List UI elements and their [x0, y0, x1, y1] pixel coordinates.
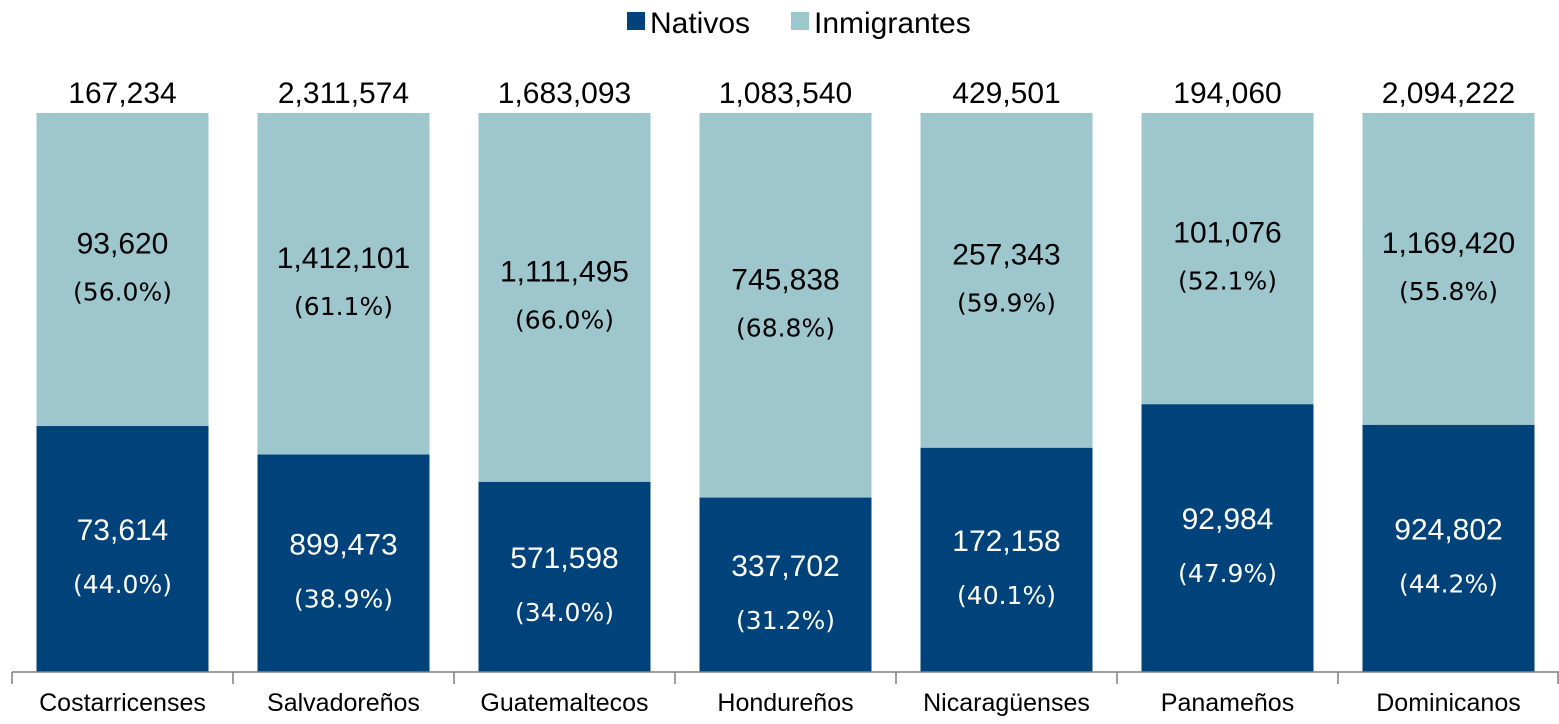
- inmigrantes-percent-label: (68.8%): [736, 313, 835, 342]
- bar-segment-inmigrantes-0: [36, 113, 209, 427]
- total-label: 2,094,222: [1382, 77, 1515, 110]
- inmigrantes-value-label: 1,111,495: [500, 255, 629, 288]
- legend-swatch-nativos: [627, 12, 645, 30]
- nativos-value-label: 571,598: [510, 542, 618, 575]
- legend: Nativos Inmigrantes: [627, 7, 971, 40]
- nativos-value-label: 924,802: [1394, 513, 1502, 546]
- inmigrantes-percent-label: (52.1%): [1178, 267, 1277, 296]
- bar-segment-inmigrantes-4: [920, 113, 1093, 448]
- x-tick-label: Costarricenses: [39, 689, 206, 717]
- inmigrantes-percent-label: (56.0%): [73, 278, 172, 307]
- inmigrantes-value-label: 745,838: [731, 263, 839, 296]
- total-label: 1,083,540: [719, 77, 852, 110]
- data-labels-group: 167,234 93,620 (56.0%) 73,614 (44.0%) 2,311,5…: [68, 77, 1515, 635]
- bar-segment-inmigrantes-6: [1362, 113, 1535, 425]
- nativos-value-label: 73,614: [77, 514, 169, 547]
- inmigrantes-percent-label: (55.8%): [1399, 277, 1498, 306]
- nativos-percent-label: (31.2%): [736, 606, 835, 635]
- total-label: 2,311,574: [278, 77, 409, 110]
- nativos-percent-label: (44.0%): [73, 570, 172, 599]
- total-label: 429,501: [952, 77, 1060, 110]
- bar-segment-nativos-5: [1141, 404, 1314, 672]
- nativos-value-label: 337,702: [731, 550, 839, 583]
- legend-label-inmigrantes: Inmigrantes: [814, 7, 971, 40]
- nativos-value-label: 899,473: [289, 528, 397, 561]
- nativos-percent-label: (40.1%): [957, 581, 1056, 610]
- bar-segment-nativos-4: [920, 447, 1093, 672]
- legend-label-nativos: Nativos: [650, 7, 750, 40]
- nativos-percent-label: (38.9%): [294, 584, 393, 613]
- nativos-value-label: 92,984: [1182, 503, 1274, 536]
- x-tick-label: Panameños: [1161, 689, 1294, 717]
- legend-swatch-inmigrantes: [791, 12, 809, 30]
- bar-segment-nativos-3: [699, 497, 872, 672]
- nativos-value-label: 172,158: [952, 525, 1060, 558]
- nativos-percent-label: (34.0%): [515, 598, 614, 627]
- x-tick-label: Guatemaltecos: [480, 689, 648, 717]
- nativos-percent-label: (47.9%): [1178, 559, 1277, 588]
- bar-segment-nativos-6: [1362, 424, 1535, 672]
- inmigrantes-value-label: 93,620: [77, 228, 169, 261]
- bar-segment-nativos-1: [257, 454, 430, 672]
- inmigrantes-value-label: 1,169,420: [1382, 227, 1515, 260]
- bars-group: [36, 113, 1535, 672]
- x-tick-label: Salvadoreños: [267, 689, 420, 717]
- x-tick-label: Nicaragüenses: [923, 689, 1090, 717]
- inmigrantes-value-label: 101,076: [1173, 217, 1281, 250]
- inmigrantes-percent-label: (59.9%): [957, 288, 1056, 317]
- inmigrantes-value-label: 1,412,101: [277, 242, 410, 275]
- total-label: 194,060: [1173, 77, 1281, 110]
- total-label: 1,683,093: [498, 77, 631, 110]
- nativos-percent-label: (44.2%): [1399, 569, 1498, 598]
- bar-segment-inmigrantes-5: [1141, 113, 1314, 405]
- inmigrantes-percent-label: (61.1%): [294, 292, 393, 321]
- bar-segment-inmigrantes-2: [478, 113, 651, 482]
- bar-segment-inmigrantes-3: [699, 113, 872, 498]
- x-tick-label: Hondureños: [717, 689, 853, 717]
- inmigrantes-percent-label: (66.0%): [515, 305, 614, 334]
- x-axis: Costarricenses Salvadoreños Guatemaltecos H…: [11, 671, 1559, 717]
- bar-segment-nativos-0: [36, 426, 209, 672]
- inmigrantes-value-label: 257,343: [952, 238, 1060, 271]
- bar-segment-nativos-2: [478, 481, 651, 672]
- bar-segment-inmigrantes-1: [257, 113, 430, 455]
- x-tick-label: Dominicanos: [1376, 689, 1521, 717]
- total-label: 167,234: [68, 77, 176, 110]
